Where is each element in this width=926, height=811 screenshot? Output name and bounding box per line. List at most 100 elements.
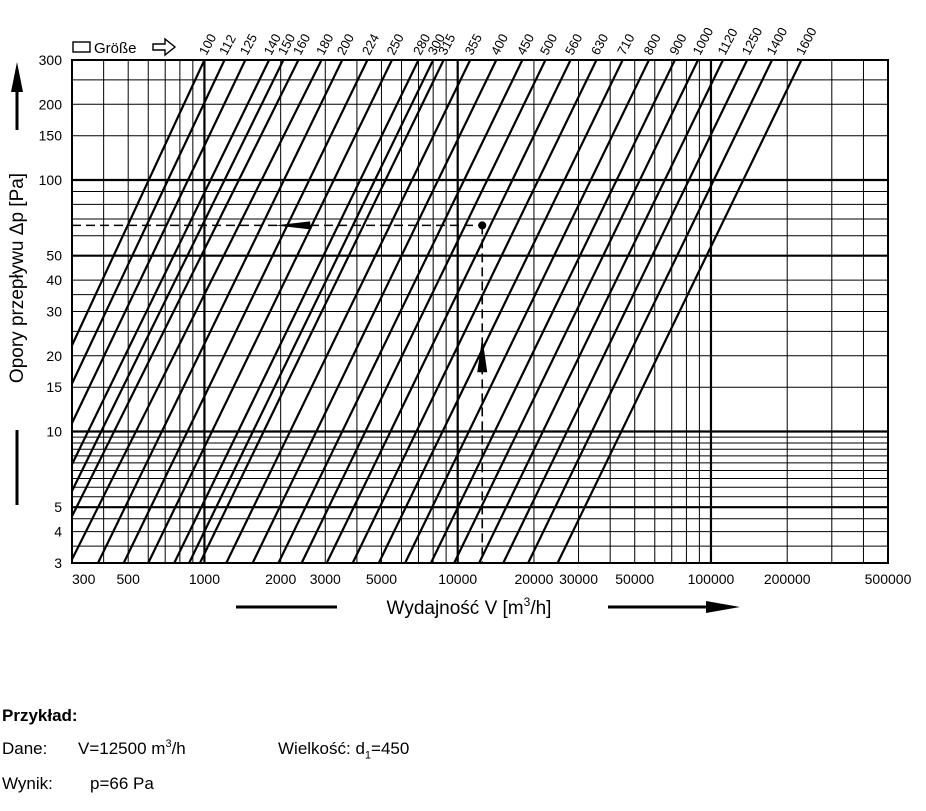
size-line-1250 <box>502 60 749 563</box>
plot-frame <box>71 59 889 564</box>
example-title: Przykład: <box>2 706 78 725</box>
size-line-450 <box>277 60 524 563</box>
size-label-400: 400 <box>488 31 511 57</box>
size-line-180 <box>72 60 323 560</box>
size-line-280 <box>173 60 420 563</box>
size-line-100 <box>72 60 206 346</box>
y-axis-label: Opory przepływu Δp [Pa] <box>7 173 28 383</box>
arrow-right-icon <box>706 601 740 613</box>
x-tick-label: 1000 <box>189 571 220 587</box>
size-line-1120 <box>478 60 724 563</box>
rectangle-icon <box>72 41 91 53</box>
y-tick-label: 50 <box>46 248 62 264</box>
y-tick-label: 150 <box>39 128 63 144</box>
arrow-up-icon <box>477 337 488 373</box>
y-tick-label: 300 <box>39 52 63 68</box>
x-tick-label: 30000 <box>559 571 598 587</box>
x-tick-label: 5000 <box>366 571 397 587</box>
given-label: Dane: <box>2 738 48 758</box>
given-flow-value: V=12500 m3/h <box>78 738 186 758</box>
size-label-1600: 1600 <box>793 25 820 58</box>
y-tick-label: 40 <box>46 272 62 288</box>
size-line-560 <box>325 60 572 563</box>
y-tick-label: 10 <box>46 423 62 439</box>
example-guide <box>72 221 488 563</box>
size-label-224: 224 <box>359 31 382 57</box>
size-line-1600 <box>556 60 803 563</box>
given-size-value: Wielkość: d1=450 <box>278 738 410 762</box>
y-tick-labels: 3 4 5 10 15 20 30 40 50 100 150 200 300 <box>39 52 63 571</box>
size-label-160: 160 <box>290 31 313 57</box>
size-line-800 <box>404 60 650 563</box>
pressure-drop-chart: 300 500 1000 2000 3000 5000 10000 20000 30000 500… <box>7 25 912 619</box>
x-tick-label: 100000 <box>688 571 735 587</box>
size-label-355: 355 <box>462 31 485 57</box>
y-tick-label: 15 <box>46 379 62 395</box>
size-label-450: 450 <box>514 31 537 57</box>
size-label-630: 630 <box>588 31 611 57</box>
size-line-250 <box>147 60 393 563</box>
size-line-1000 <box>453 60 700 563</box>
y-axis-title: Opory przepływu Δp [Pa] <box>7 62 28 505</box>
x-tick-label: 500 <box>117 571 141 587</box>
size-line-710 <box>377 60 624 563</box>
size-line-125 <box>72 60 247 424</box>
size-legend: Größe <box>72 37 177 57</box>
y-tick-label: 100 <box>39 172 63 188</box>
x-tick-labels: 300 500 1000 2000 3000 5000 10000 20000 30000 500… <box>72 571 912 587</box>
size-label-125: 125 <box>237 31 260 57</box>
size-line-400 <box>251 60 498 563</box>
size-label-112: 112 <box>216 32 239 57</box>
size-label-560: 560 <box>562 31 585 57</box>
x-tick-label: 300 <box>72 571 96 587</box>
size-line-630 <box>351 60 598 563</box>
size-label-1250: 1250 <box>739 25 766 58</box>
arrow-up-icon <box>11 62 23 92</box>
size-label-800: 800 <box>640 31 663 57</box>
size-label-1400: 1400 <box>763 25 790 58</box>
x-tick-label: 3000 <box>310 571 341 587</box>
example-point <box>478 221 487 230</box>
size-label: Größe <box>94 40 137 57</box>
result-label: Wynik: <box>2 774 53 793</box>
size-label-200: 200 <box>334 31 357 57</box>
size-label-500: 500 <box>537 31 560 57</box>
x-axis-title: Wydajność V [m3/h] <box>236 595 740 619</box>
y-tick-label: 30 <box>46 304 62 320</box>
size-line-160 <box>72 60 300 517</box>
example-given-row: Dane: V=12500 m3/h Wielkość: d1=450 <box>2 738 409 761</box>
size-line-150 <box>72 60 285 492</box>
size-line-200 <box>97 60 344 563</box>
size-label-1000: 1000 <box>689 25 716 58</box>
y-tick-label: 3 <box>54 555 62 571</box>
example-result-row: Wynik: p=66 Pa <box>2 774 154 794</box>
size-label-1120: 1120 <box>714 26 740 58</box>
size-label-100: 100 <box>196 31 219 57</box>
x-tick-label: 200000 <box>764 571 811 587</box>
y-tick-label: 4 <box>54 524 62 540</box>
example-section: Przykład: Dane: V=12500 m3/h Wielkość: d1=… <box>0 706 926 811</box>
y-tick-label: 5 <box>54 499 62 515</box>
x-tick-label: 50000 <box>615 571 654 587</box>
size-label-250: 250 <box>383 31 406 57</box>
size-line-355 <box>225 60 472 563</box>
result-value: p=66 Pa <box>90 774 154 793</box>
x-tick-label: 500000 <box>865 571 912 587</box>
x-tick-label: 2000 <box>265 571 296 587</box>
size-line-112 <box>72 60 226 385</box>
size-label-900: 900 <box>666 31 689 57</box>
size-line-140 <box>72 60 271 465</box>
size-line-900 <box>429 60 676 563</box>
y-tick-label: 20 <box>46 348 62 364</box>
y-tick-label: 200 <box>39 96 63 112</box>
arrow-left-icon <box>275 221 311 230</box>
x-axis-label: Wydajność V [m3/h] <box>387 595 552 619</box>
size-line-1400 <box>527 60 774 563</box>
size-lines <box>72 60 803 563</box>
size-line-315 <box>198 60 445 563</box>
x-tick-label: 20000 <box>514 571 553 587</box>
arrow-right-outline-icon <box>152 37 177 57</box>
x-tick-label: 10000 <box>438 571 477 587</box>
size-line-300 <box>188 60 435 563</box>
